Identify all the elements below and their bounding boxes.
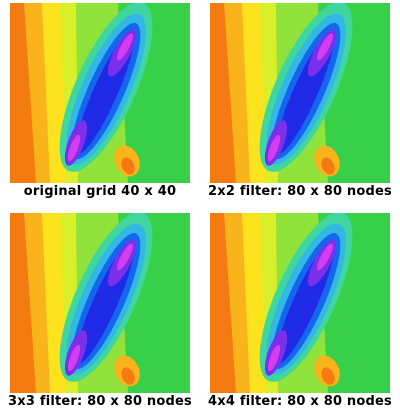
contour-band: [121, 367, 135, 385]
map-panel-original: original grid 40 x 40: [0, 0, 200, 209]
contour-band: [321, 157, 335, 175]
panel-caption: original grid 40 x 40: [23, 184, 177, 199]
contour-band: [317, 243, 333, 271]
contour-band: [117, 33, 133, 61]
contour-band: [267, 344, 281, 372]
contour-band: [317, 33, 333, 61]
panel-caption: 3x3 filter: 80 x 80 nodes: [8, 394, 192, 409]
contour-map-3x3: [10, 213, 190, 393]
map-panel-3x3: 3x3 filter: 80 x 80 nodes: [0, 210, 200, 419]
contour-band: [121, 157, 135, 175]
map-panel-2x2: 2x2 filter: 80 x 80 nodes: [200, 0, 400, 209]
contour-band: [67, 344, 81, 372]
panel-caption: 2x2 filter: 80 x 80 nodes: [208, 184, 392, 199]
panel-caption: 4x4 filter: 80 x 80 nodes: [208, 394, 392, 409]
contour-map-2x2: [210, 3, 390, 183]
contour-band: [67, 134, 81, 162]
contour-band: [321, 367, 335, 385]
contour-band: [267, 134, 281, 162]
contour-map-original: [10, 3, 190, 183]
contour-band: [117, 243, 133, 271]
contour-map-4x4: [210, 213, 390, 393]
map-panel-4x4: 4x4 filter: 80 x 80 nodes: [200, 210, 400, 419]
